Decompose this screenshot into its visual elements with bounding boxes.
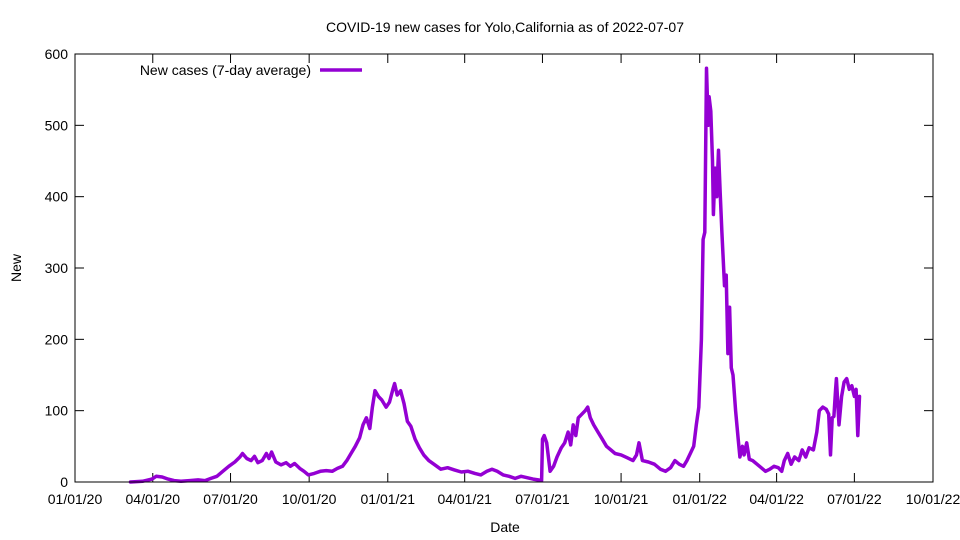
y-tick-label: 200: [45, 331, 69, 347]
x-tick-label: 10/01/22: [906, 491, 960, 507]
y-tick-label: 400: [45, 189, 69, 205]
y-tick-label: 600: [45, 46, 69, 62]
legend-label: New cases (7-day average): [140, 62, 311, 78]
y-axis: 0 100 200 300 400 500 600: [45, 46, 933, 490]
x-tick-label: 01/01/22: [672, 491, 727, 507]
chart-title: COVID-19 new cases for Yolo,California a…: [326, 19, 684, 35]
x-tick-label: 10/01/21: [594, 491, 649, 507]
legend: New cases (7-day average): [140, 62, 362, 78]
y-tick-label: 0: [60, 474, 68, 490]
plot-frame: [74, 53, 934, 483]
x-axis-label: Date: [490, 519, 520, 535]
x-tick-label: 01/01/21: [361, 491, 416, 507]
x-axis: 01/01/20 04/01/20 07/01/20 10/01/20 01/01/21…: [48, 54, 960, 507]
x-tick-label: 07/01/21: [515, 491, 570, 507]
y-axis-label: New: [8, 253, 24, 282]
x-tick-label: 10/01/20: [282, 491, 337, 507]
series-line-new-cases: [128, 66, 862, 484]
x-tick-label: 04/01/21: [437, 491, 492, 507]
x-tick-label: 07/01/22: [827, 491, 882, 507]
x-tick-label: 07/01/20: [203, 491, 258, 507]
x-tick-label: 01/01/20: [48, 491, 103, 507]
y-tick-label: 500: [45, 117, 69, 133]
y-tick-label: 100: [45, 403, 69, 419]
x-tick-label: 04/01/22: [749, 491, 804, 507]
x-tick-label: 04/01/20: [126, 491, 181, 507]
y-tick-label: 300: [45, 260, 69, 276]
